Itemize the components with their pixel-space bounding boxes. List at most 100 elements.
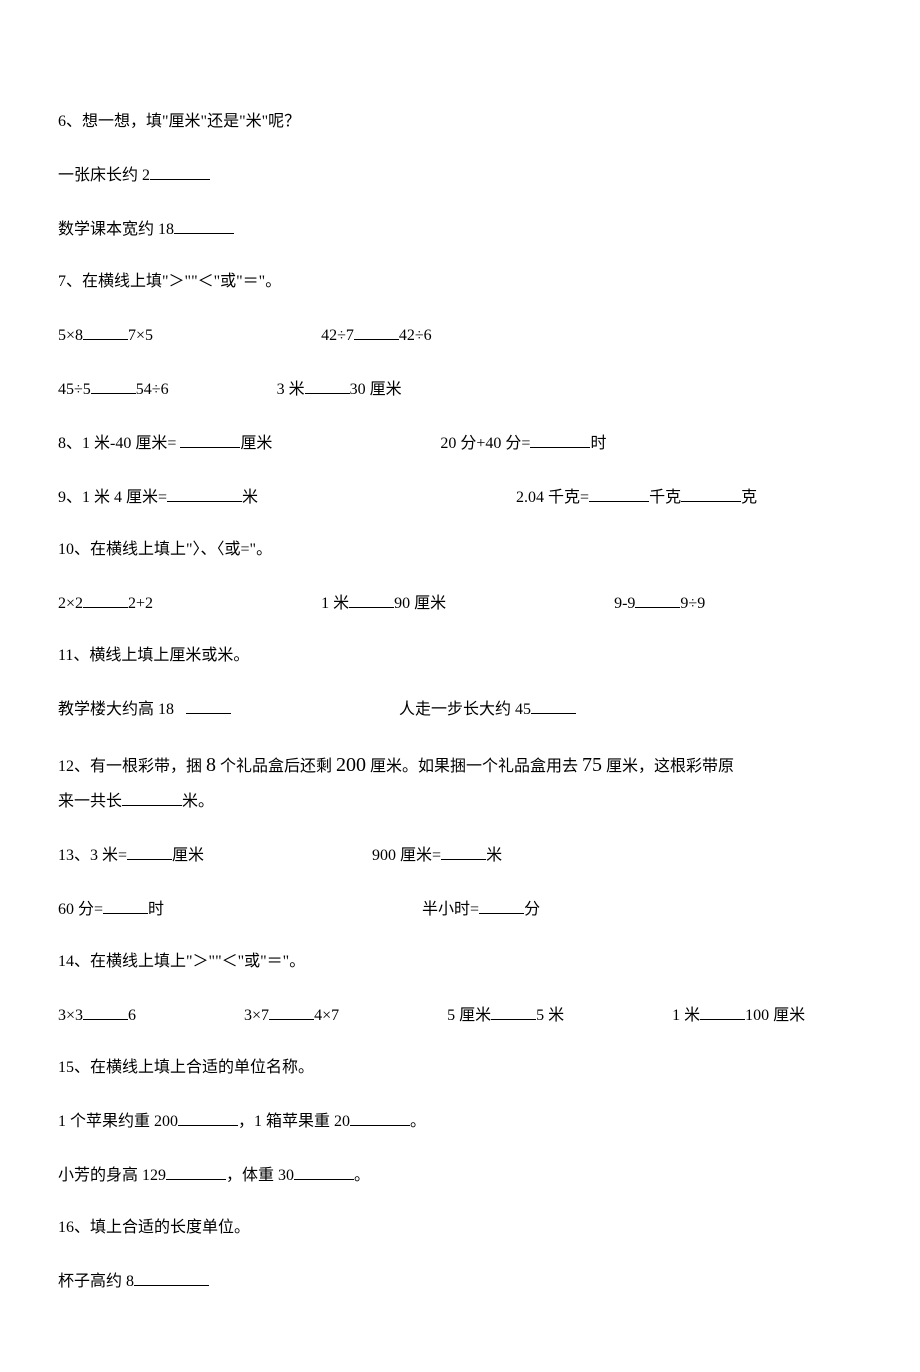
q10-c-right: 9÷9 xyxy=(680,595,705,612)
q13-row2: 60 分= 时 半小时= 分 xyxy=(58,896,862,922)
q12-blank[interactable] xyxy=(122,788,182,806)
q14-c-right: 5 米 xyxy=(536,1007,564,1024)
q7-a2-right: 42÷6 xyxy=(399,327,432,344)
q9-b-blank1[interactable] xyxy=(589,484,649,502)
q12-line1: 12、有一根彩带，捆 8 个礼品盒后还剩 200 厘米。如果捆一个礼品盒用去 7… xyxy=(58,750,862,780)
q8-a-unit: 厘米 xyxy=(240,435,272,452)
q13-d-unit: 分 xyxy=(524,901,540,918)
q15-l1c: 。 xyxy=(410,1113,426,1130)
q11-b-blank[interactable] xyxy=(531,696,576,714)
q12-line2: 来一共长 米。 xyxy=(58,788,862,814)
q13-b-blank[interactable] xyxy=(441,842,486,860)
q7-a1-blank[interactable] xyxy=(83,322,128,340)
q10-a-left: 2×2 xyxy=(58,595,83,612)
q7-b2-blank[interactable] xyxy=(305,376,350,394)
q12-num2: 200 xyxy=(336,754,366,776)
q9-a-blank[interactable] xyxy=(167,484,242,502)
q7-a2-blank[interactable] xyxy=(354,322,399,340)
q9-a-unit: 米 xyxy=(242,489,258,506)
q15-l2c: 。 xyxy=(354,1167,370,1184)
q15-l2b: ，体重 30 xyxy=(226,1167,294,1184)
q9-row: 9、1 米 4 厘米= 米 2.04 千克= 千克 克 xyxy=(58,484,862,510)
q7-b2-right: 30 厘米 xyxy=(350,381,402,398)
q13-d-label: 半小时= xyxy=(422,901,479,918)
q15-row1: 1 个苹果约重 200 ，1 箱苹果重 20 。 xyxy=(58,1108,862,1134)
q9-b-unit2: 克 xyxy=(741,489,757,506)
q10-row: 2×22+2 1 米90 厘米 9-99÷9 xyxy=(58,590,862,616)
q12-num3: 75 xyxy=(582,754,602,776)
q14-c-blank[interactable] xyxy=(491,1002,536,1020)
q16-row: 杯子高约 8 xyxy=(58,1268,862,1294)
q13-c-unit: 时 xyxy=(148,901,164,918)
q9-a-label: 9、1 米 4 厘米= xyxy=(58,489,167,506)
q15-l2a: 小芳的身高 129 xyxy=(58,1167,166,1184)
q15-b3[interactable] xyxy=(166,1162,226,1180)
q10-b-left: 1 米 xyxy=(321,595,349,612)
q14-b-left: 3×7 xyxy=(244,1007,269,1024)
q13-b-label: 900 厘米= xyxy=(372,847,441,864)
q13-c-blank[interactable] xyxy=(103,896,148,914)
q8-b-label: 20 分+40 分= xyxy=(440,435,530,452)
q7-row1: 5×87×5 42÷742÷6 xyxy=(58,322,862,348)
q7-b2-left: 3 米 xyxy=(277,381,305,398)
q7-a1-left: 5×8 xyxy=(58,327,83,344)
q14-d-left: 1 米 xyxy=(672,1007,700,1024)
q14-prompt: 14、在横线上填上"＞""＜"或"＝"。 xyxy=(58,950,862,974)
q14-d-right: 100 厘米 xyxy=(745,1007,805,1024)
q14-b-right: 4×7 xyxy=(314,1007,339,1024)
q10-prompt: 10、在横线上填上"〉、〈或="。 xyxy=(58,538,862,562)
q7-b1-right: 54÷6 xyxy=(136,381,169,398)
q13-a-unit: 厘米 xyxy=(172,847,204,864)
q13-d-blank[interactable] xyxy=(479,896,524,914)
q12-l2b: 米。 xyxy=(182,793,214,810)
q15-row2: 小芳的身高 129 ，体重 30 。 xyxy=(58,1162,862,1188)
q6-line2-text: 数学课本宽约 18 xyxy=(58,221,174,238)
q12-l1d: 厘米，这根彩带原 xyxy=(602,758,734,775)
q15-l1b: ，1 箱苹果重 20 xyxy=(238,1113,350,1130)
q9-b-label: 2.04 千克= xyxy=(516,489,589,506)
q6-blank2[interactable] xyxy=(174,216,234,234)
q13-a-blank[interactable] xyxy=(127,842,172,860)
q9-b-unit1: 千克 xyxy=(649,489,681,506)
q13-b-unit: 米 xyxy=(486,847,502,864)
q11-a-blank[interactable] xyxy=(186,696,231,714)
q15-b2[interactable] xyxy=(350,1108,410,1126)
q11-row: 教学楼大约高 18 人走一步长大约 45 xyxy=(58,696,862,722)
q14-b-blank[interactable] xyxy=(269,1002,314,1020)
q16-a: 杯子高约 8 xyxy=(58,1273,134,1290)
q15-l1a: 1 个苹果约重 200 xyxy=(58,1113,178,1130)
q10-c-blank[interactable] xyxy=(635,590,680,608)
q8-a-label: 8、1 米-40 厘米= xyxy=(58,435,180,452)
q10-a-blank[interactable] xyxy=(83,590,128,608)
q8-a-blank[interactable] xyxy=(180,430,240,448)
q6-line1-text: 一张床长约 2 xyxy=(58,167,150,184)
q15-b1[interactable] xyxy=(178,1108,238,1126)
q15-prompt: 15、在横线上填上合适的单位名称。 xyxy=(58,1056,862,1080)
q7-row2: 45÷5 54÷6 3 米 30 厘米 xyxy=(58,376,862,402)
q14-a-blank[interactable] xyxy=(83,1002,128,1020)
q9-b-blank2[interactable] xyxy=(681,484,741,502)
q13-a-label: 13、3 米= xyxy=(58,847,127,864)
q8-b-blank[interactable] xyxy=(530,430,590,448)
q14-d-blank[interactable] xyxy=(700,1002,745,1020)
q12-num1: 8 xyxy=(206,754,216,776)
q15-b4[interactable] xyxy=(294,1162,354,1180)
q13-row1: 13、3 米= 厘米 900 厘米= 米 xyxy=(58,842,862,868)
q7-b1-blank[interactable] xyxy=(91,376,136,394)
q12-l1a: 12、有一根彩带，捆 xyxy=(58,758,206,775)
q10-b-right: 90 厘米 xyxy=(394,595,446,612)
q10-b-blank[interactable] xyxy=(349,590,394,608)
q8-b-unit: 时 xyxy=(590,435,606,452)
q12-l1b: 个礼品盒后还剩 xyxy=(216,758,336,775)
q11-a: 教学楼大约高 18 xyxy=(58,701,174,718)
q16-blank[interactable] xyxy=(134,1268,209,1286)
q6-blank1[interactable] xyxy=(150,162,210,180)
q14-a-left: 3×3 xyxy=(58,1007,83,1024)
q12-l2a: 来一共长 xyxy=(58,793,122,810)
q7-b1-left: 45÷5 xyxy=(58,381,91,398)
q14-c-left: 5 厘米 xyxy=(447,1007,491,1024)
q7-prompt: 7、在横线上填"＞""＜"或"＝"。 xyxy=(58,270,862,294)
q6-line1: 一张床长约 2 xyxy=(58,162,862,188)
q13-c-label: 60 分= xyxy=(58,901,103,918)
q8-row: 8、1 米-40 厘米= 厘米 20 分+40 分= 时 xyxy=(58,430,862,456)
